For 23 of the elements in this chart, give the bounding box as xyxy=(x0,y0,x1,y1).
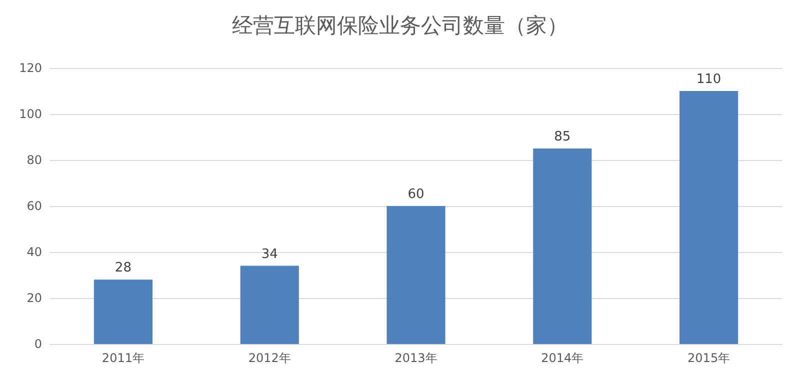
chart-title: 经营互联网保险业务公司数量（家） xyxy=(232,14,568,38)
data-label: 34 xyxy=(261,246,278,262)
bar xyxy=(533,148,592,344)
data-label: 28 xyxy=(114,260,132,276)
bar xyxy=(386,206,446,344)
y-tick-label: 120 xyxy=(19,61,42,75)
y-tick-label: 20 xyxy=(26,291,42,305)
x-tick-label: 2013年 xyxy=(394,351,438,365)
bar xyxy=(680,91,738,344)
y-tick-label: 40 xyxy=(26,245,42,259)
x-tick-label: 2014年 xyxy=(541,351,584,365)
data-label: 110 xyxy=(696,72,722,87)
data-label: 60 xyxy=(408,187,424,202)
data-label: 85 xyxy=(554,130,571,144)
bar xyxy=(240,266,299,344)
y-tick-label: 60 xyxy=(26,199,42,213)
x-tick-label: 2012年 xyxy=(248,351,291,365)
x-tick-label: 2011年 xyxy=(102,351,144,365)
y-tick-label: 80 xyxy=(26,153,42,167)
bar xyxy=(94,280,152,344)
y-tick-label: 0 xyxy=(34,337,42,351)
y-tick-label: 100 xyxy=(19,107,42,121)
x-tick-label: 2015年 xyxy=(688,351,730,365)
